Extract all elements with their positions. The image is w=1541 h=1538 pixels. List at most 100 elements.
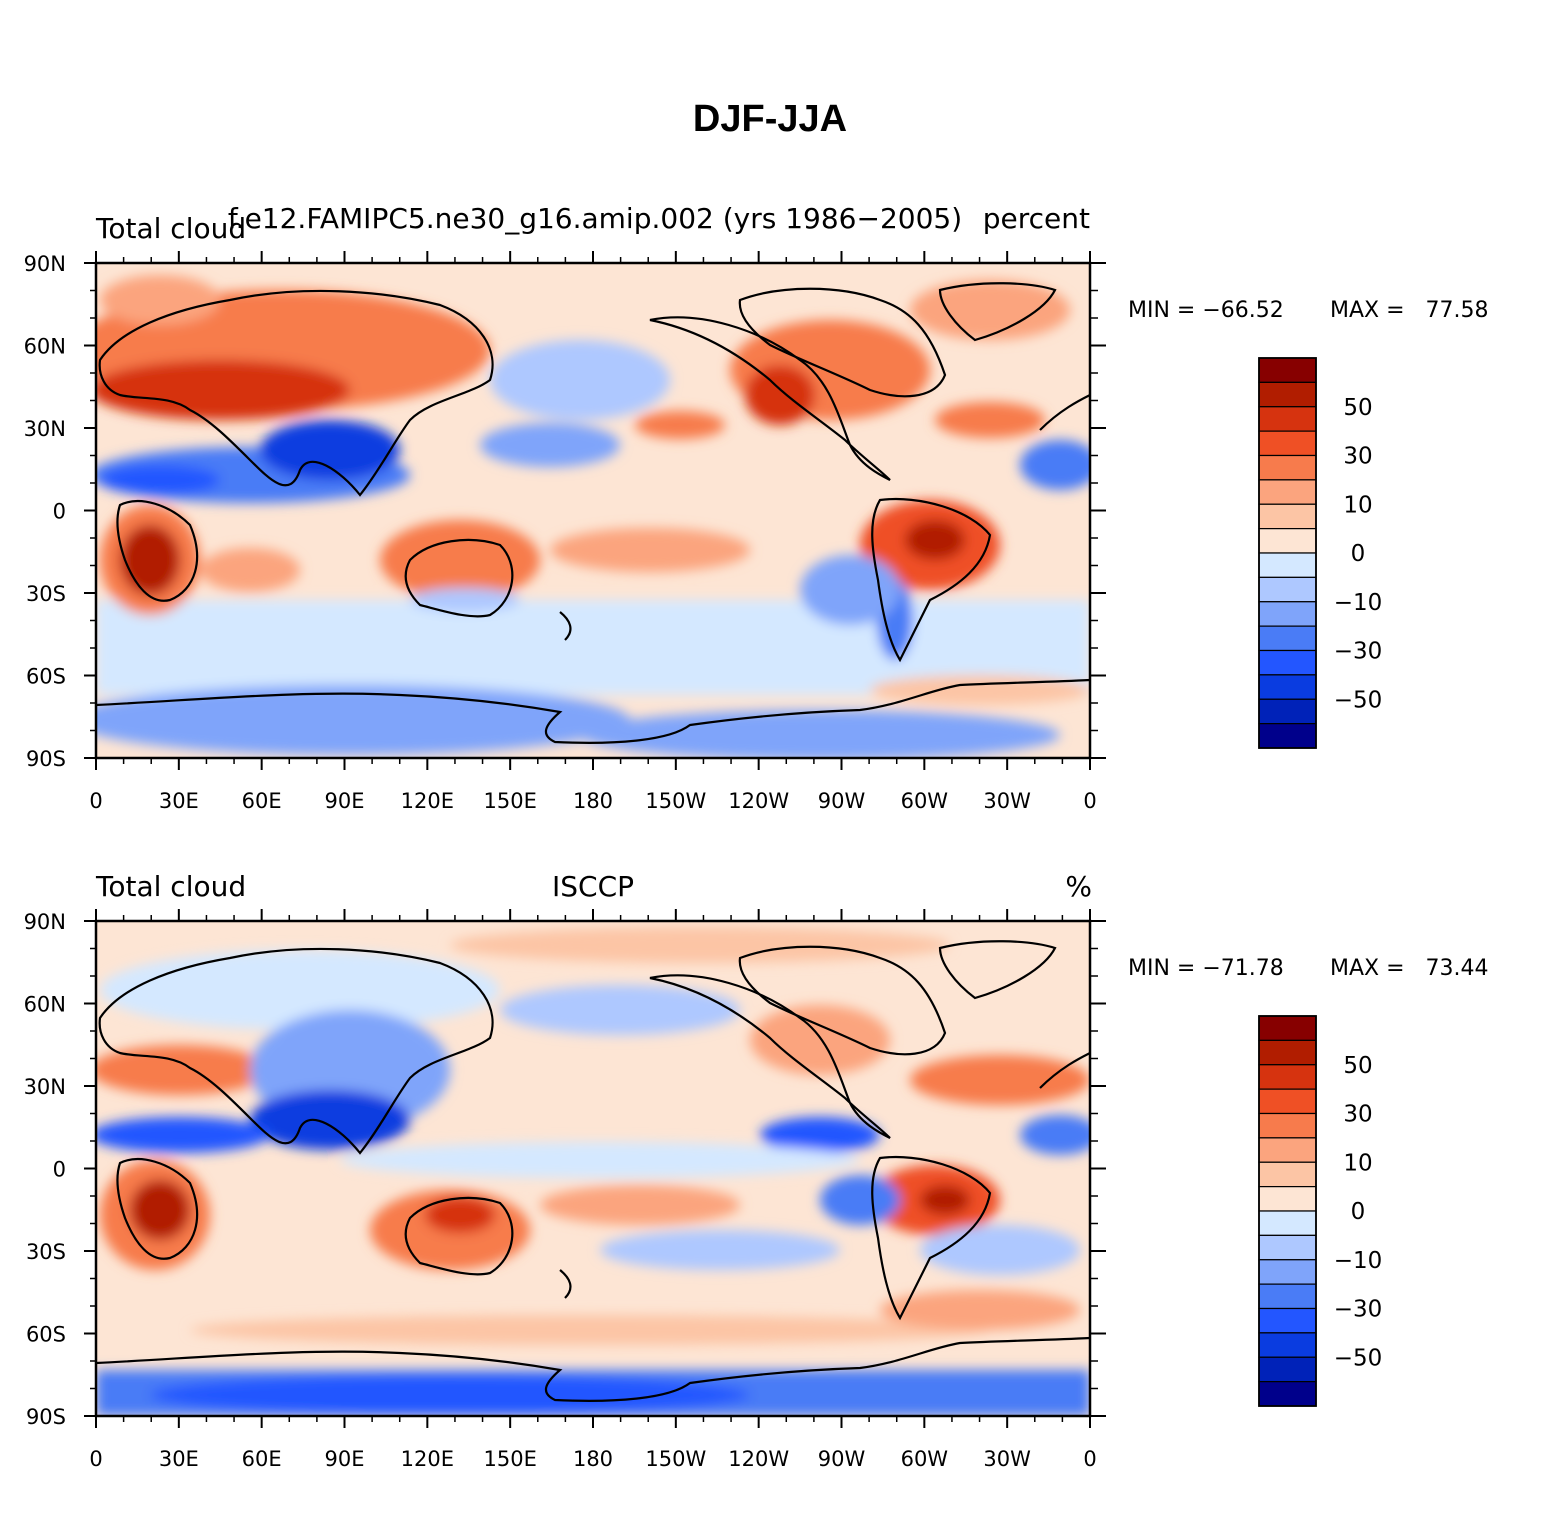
lon-tick-label: 30E bbox=[159, 789, 199, 813]
colorbar-swatch bbox=[1258, 1161, 1317, 1188]
lon-tick-label: 60E bbox=[242, 1447, 282, 1471]
lat-tick-label: 30N bbox=[24, 417, 66, 441]
panel-center-label: f.e12.FAMIPC5.ne30_g16.amip.002 (yrs 198… bbox=[228, 202, 962, 235]
colorbar-swatch bbox=[1258, 576, 1317, 603]
cloud-difference-field bbox=[96, 921, 1090, 1416]
max-value-label: MAX = 77.58 bbox=[1330, 298, 1489, 323]
map-panel-model: Total cloud f.e12.FAMIPC5.ne30_g16.amip.… bbox=[24, 202, 1106, 813]
colorbar-swatch bbox=[1258, 1307, 1317, 1334]
colorbar-swatch bbox=[1258, 723, 1317, 749]
lon-tick-label: 150W bbox=[645, 789, 706, 813]
lat-tick-label: 60S bbox=[26, 665, 66, 689]
colorbar-label: −30 bbox=[1334, 1297, 1383, 1323]
coastline-outlines bbox=[96, 940, 1090, 1402]
colorbar-swatch bbox=[1258, 1381, 1317, 1407]
colorbar-swatch bbox=[1258, 1283, 1317, 1310]
lon-tick-label: 60E bbox=[242, 789, 282, 813]
lon-tick-label: 150W bbox=[645, 1447, 706, 1471]
lon-tick-label: 120E bbox=[401, 789, 454, 813]
lon-tick-label: 0 bbox=[89, 1447, 102, 1471]
figure-title: DJF-JJA bbox=[693, 98, 847, 140]
map-panel-isccp: Total cloud ISCCP % bbox=[24, 870, 1106, 1471]
colorbar-label: −50 bbox=[1334, 687, 1383, 713]
colorbar-swatch bbox=[1258, 406, 1317, 432]
map-axis-ticks: 0 30E 60E 90E 120E 150E 180 150W 120W 90W 60W 30W 09… bbox=[24, 909, 1106, 1471]
lon-tick-label: 0 bbox=[1083, 789, 1096, 813]
panel-units-label: % bbox=[1065, 870, 1092, 903]
lat-tick-label: 30S bbox=[26, 582, 66, 606]
colorbar-label: 10 bbox=[1343, 492, 1372, 518]
min-value-label: MIN = −66.52 bbox=[1128, 298, 1284, 323]
colorbar-swatch bbox=[1258, 528, 1317, 554]
colorbar-swatch bbox=[1258, 1210, 1317, 1236]
lon-tick-label: 30W bbox=[983, 789, 1031, 813]
colorbar-label: −10 bbox=[1334, 590, 1383, 616]
lat-tick-label: 0 bbox=[53, 1158, 66, 1182]
colorbar-swatch bbox=[1258, 1088, 1317, 1115]
colorbar-label: 30 bbox=[1343, 444, 1372, 470]
lon-tick-label: 150E bbox=[483, 789, 536, 813]
colorbar-label: −10 bbox=[1334, 1248, 1383, 1274]
colorbar-swatch bbox=[1258, 479, 1317, 505]
colorbar-swatch bbox=[1258, 1234, 1317, 1261]
colorbar-label: 50 bbox=[1343, 395, 1372, 421]
lat-tick-label: 90S bbox=[26, 1405, 66, 1429]
panel-left-label: Total cloud bbox=[95, 870, 246, 903]
colorbar-swatch bbox=[1258, 1332, 1317, 1358]
lon-tick-label: 30W bbox=[983, 1447, 1031, 1471]
lon-tick-label: 30E bbox=[159, 1447, 199, 1471]
lat-tick-label: 60N bbox=[24, 335, 66, 359]
lon-tick-label: 0 bbox=[89, 789, 102, 813]
colorbar-swatch bbox=[1258, 357, 1317, 383]
colorbar-frame bbox=[1258, 1015, 1317, 1407]
panel-center-label: ISCCP bbox=[552, 870, 634, 903]
colorbar-label: −50 bbox=[1334, 1345, 1383, 1371]
colorbar-swatch bbox=[1258, 625, 1317, 652]
lon-tick-label: 180 bbox=[573, 1447, 613, 1471]
coastline-outlines bbox=[96, 282, 1090, 744]
colorbar-swatch bbox=[1258, 454, 1317, 481]
lon-tick-label: 150E bbox=[483, 1447, 536, 1471]
colorbar-swatch bbox=[1258, 698, 1317, 725]
colorbar-swatch bbox=[1258, 552, 1317, 578]
cloud-difference-field bbox=[96, 263, 1090, 758]
lon-tick-label: 120E bbox=[401, 1447, 454, 1471]
colorbar-label: 30 bbox=[1343, 1102, 1372, 1128]
lon-tick-label: 120W bbox=[728, 789, 789, 813]
panel-left-label: Total cloud bbox=[95, 212, 246, 245]
min-value-label: MIN = −71.78 bbox=[1128, 956, 1284, 981]
colorbar-swatch bbox=[1258, 1356, 1317, 1383]
colorbar-swatch bbox=[1258, 381, 1317, 408]
lon-tick-label: 60W bbox=[901, 789, 949, 813]
lon-tick-label: 90E bbox=[325, 1447, 365, 1471]
colorbar-swatch bbox=[1258, 1259, 1317, 1285]
lat-tick-label: 30S bbox=[26, 1240, 66, 1264]
lat-tick-label: 90N bbox=[24, 910, 66, 934]
lon-tick-label: 90W bbox=[818, 789, 866, 813]
colorbar-swatch bbox=[1258, 1186, 1317, 1212]
colorbar-swatch bbox=[1258, 674, 1317, 700]
colorbar-swatch bbox=[1258, 601, 1317, 627]
panel-units-label: percent bbox=[983, 202, 1090, 235]
lat-tick-label: 60N bbox=[24, 993, 66, 1017]
lon-tick-label: 90W bbox=[818, 1447, 866, 1471]
map-axis-ticks: 0 30E 60E 90E 120E 150E 180 150W 120W 90W 60W 30W 09… bbox=[24, 251, 1106, 813]
lon-tick-label: 90E bbox=[325, 789, 365, 813]
colorbar-label: −30 bbox=[1334, 639, 1383, 665]
lat-tick-label: 90S bbox=[26, 747, 66, 771]
colorbar-swatch bbox=[1258, 1039, 1317, 1066]
lat-tick-label: 60S bbox=[26, 1323, 66, 1347]
colorbar-swatch bbox=[1258, 1064, 1317, 1090]
colorbar-label: 50 bbox=[1343, 1053, 1372, 1079]
lon-tick-label: 0 bbox=[1083, 1447, 1096, 1471]
colorbar-swatch bbox=[1258, 1015, 1317, 1041]
lon-tick-label: 120W bbox=[728, 1447, 789, 1471]
lon-tick-label: 180 bbox=[573, 789, 613, 813]
colorbar-swatch bbox=[1258, 1112, 1317, 1139]
colorbar-label: 0 bbox=[1351, 1199, 1366, 1225]
colorbar-isccp: 50 30 10 0 −10 −30 −50 bbox=[1258, 1015, 1383, 1407]
colorbar-swatch bbox=[1258, 430, 1317, 457]
colorbar-swatch bbox=[1258, 649, 1317, 676]
colorbar-swatch bbox=[1258, 1137, 1317, 1163]
